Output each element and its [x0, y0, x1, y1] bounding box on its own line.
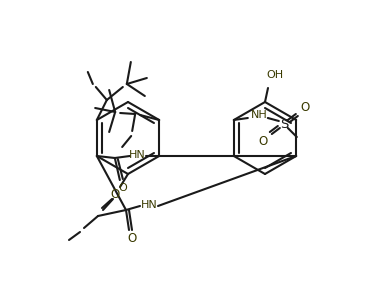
- Text: O: O: [258, 135, 268, 148]
- Text: NH: NH: [251, 110, 267, 120]
- Text: OH: OH: [266, 70, 284, 80]
- Text: O: O: [127, 232, 137, 245]
- Text: O: O: [300, 100, 310, 114]
- Text: HN: HN: [129, 150, 145, 160]
- Text: O: O: [119, 183, 127, 193]
- Text: S: S: [280, 117, 288, 131]
- Text: O: O: [110, 188, 120, 201]
- Text: HN: HN: [141, 200, 157, 210]
